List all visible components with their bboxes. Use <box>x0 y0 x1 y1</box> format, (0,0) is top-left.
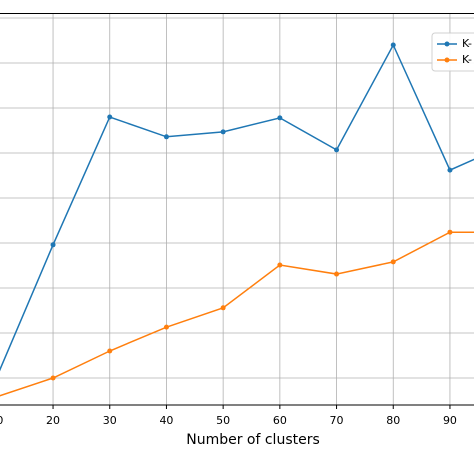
point <box>390 42 396 48</box>
point <box>220 305 226 311</box>
x-tick-label: 40 <box>159 414 173 427</box>
point <box>447 229 453 235</box>
point <box>447 167 453 173</box>
legend: K- K- <box>431 32 474 72</box>
x-tick-label: 60 <box>273 414 287 427</box>
x-tick-label: 50 <box>216 414 230 427</box>
point <box>220 129 226 135</box>
point <box>390 259 396 265</box>
legend-box <box>431 32 474 72</box>
point <box>50 375 56 381</box>
point <box>277 262 283 268</box>
x-tick-label: 70 <box>330 414 344 427</box>
point <box>50 242 56 248</box>
x-tick-label: 80 <box>386 414 400 427</box>
point <box>334 147 340 153</box>
series-line <box>0 231 474 397</box>
legend-label: K- <box>462 53 472 66</box>
point <box>277 115 283 121</box>
legend-marker <box>444 41 450 47</box>
point <box>334 271 340 277</box>
point <box>163 324 169 330</box>
series-line <box>0 43 474 372</box>
x-tick-label: 10 <box>0 414 3 427</box>
point <box>107 114 113 120</box>
x-tick-label: 30 <box>103 414 117 427</box>
x-axis-label: Number of clusters <box>186 432 320 448</box>
point <box>107 348 113 354</box>
plot-frame <box>0 13 474 406</box>
x-tick-label: 20 <box>46 414 60 427</box>
point <box>163 134 169 140</box>
legend-label: K- <box>462 37 472 50</box>
x-tick-label: 90 <box>443 414 457 427</box>
legend-marker <box>444 57 450 63</box>
